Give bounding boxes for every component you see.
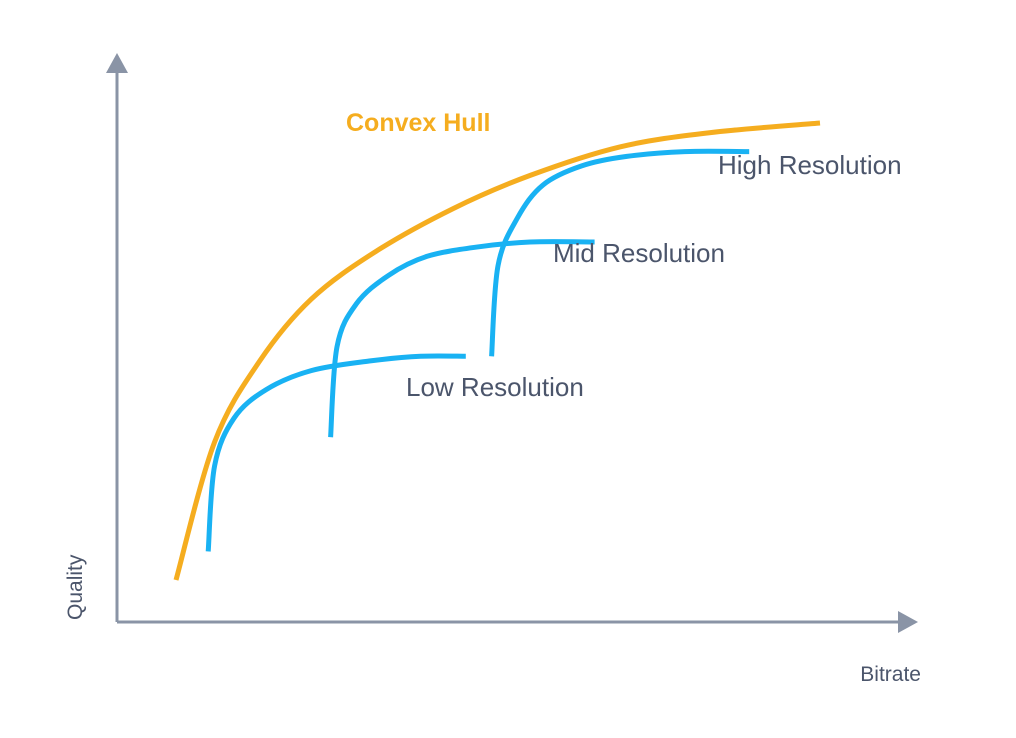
low-resolution-curve — [205, 353, 466, 552]
high-resolution-label: High Resolution — [718, 150, 902, 180]
x-axis-arrow — [898, 611, 918, 633]
convex-hull-curve — [173, 120, 821, 581]
low-resolution-label: Low Resolution — [406, 372, 584, 402]
series-layer — [173, 120, 821, 581]
high-resolution-curve — [489, 148, 750, 357]
y-axis-label: Quality — [64, 554, 87, 620]
mid-resolution-curve — [328, 239, 595, 438]
x-axis-label: Bitrate — [860, 663, 921, 686]
x-axis — [117, 611, 918, 633]
series-label-layer: Convex Hull Low Resolution Mid Resolution H… — [346, 109, 902, 402]
hull-label: Convex Hull — [346, 109, 490, 137]
mid-resolution-label: Mid Resolution — [553, 238, 725, 268]
y-axis-arrow — [106, 53, 128, 73]
y-axis — [106, 53, 128, 622]
